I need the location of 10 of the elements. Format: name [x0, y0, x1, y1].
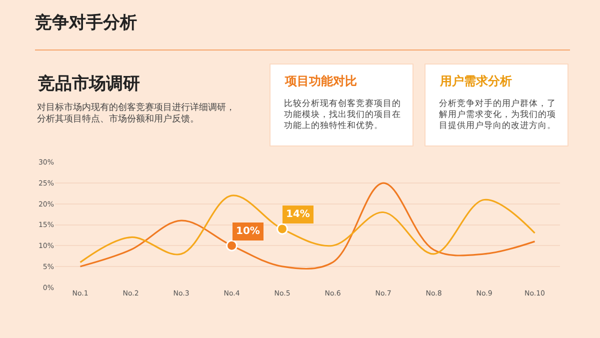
text: 分析竞争对手的用户群体，了解用户需求变化，为我们的项目提供用户导向的改进方向。 [439, 98, 556, 132]
text: 竞品市场调研 [37, 74, 140, 94]
text: 比较分析现有创客竞赛项目的功能模块，找出我们的项目在功能上的独特性和优势。 [284, 98, 401, 132]
data-label: 14% [286, 209, 310, 220]
text: 用户需求分析 [439, 74, 512, 88]
data-label: 10% [236, 226, 260, 237]
text: 项目功能对比 [284, 74, 357, 88]
line-series [79, 194, 536, 264]
chart-title: 竞争对手分析 [34, 12, 137, 33]
text: 对目标市场内现有的创客竞赛项目进行详细调研，分析其项目特点、市场份额和用户反馈。 [37, 102, 235, 125]
